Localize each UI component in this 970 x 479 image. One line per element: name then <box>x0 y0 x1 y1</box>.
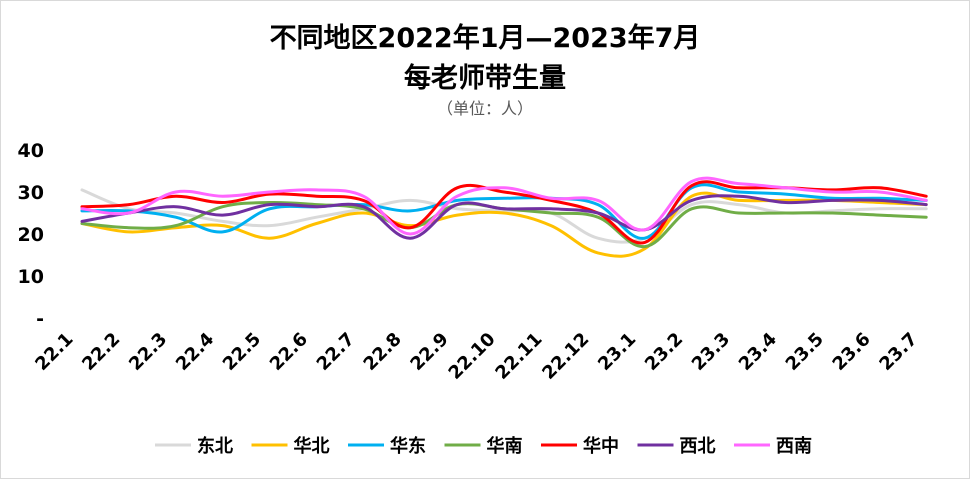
x-tick-label: 23.3 <box>688 329 734 375</box>
x-tick-label: 23.5 <box>782 329 828 375</box>
x-tick-label: 23.4 <box>735 329 781 375</box>
y-tick-label: 30 <box>18 182 44 204</box>
x-tick-label: 22.10 <box>445 329 500 384</box>
x-tick-label: 22.6 <box>266 329 312 375</box>
x-tick-label: 22.4 <box>172 329 218 375</box>
x-tick-label: 22.12 <box>538 329 593 384</box>
y-tick-label: 40 <box>18 140 44 162</box>
y-tick-label: 20 <box>18 224 44 246</box>
chart-title: 不同地区2022年1月—2023年7月 <box>269 23 701 54</box>
x-tick-label: 23.1 <box>594 329 640 375</box>
legend-label-6: 西南 <box>776 435 812 457</box>
chart-title-line2: 每老师带生量 <box>404 63 566 94</box>
legend-label-2: 华东 <box>390 435 426 457</box>
legend-label-0: 东北 <box>197 435 233 457</box>
legend-label-1: 华北 <box>294 435 330 457</box>
x-tick-label: 22.11 <box>491 329 546 384</box>
series-line-1 <box>80 191 928 258</box>
legend-label-5: 西北 <box>680 436 716 457</box>
x-tick-label: 22.3 <box>125 329 171 375</box>
x-tick-label: 23.6 <box>829 329 875 375</box>
series-line-5 <box>80 194 928 240</box>
x-tick-label: 22.7 <box>313 329 359 375</box>
legend-label-4: 华中 <box>583 435 619 457</box>
x-tick-label: 23.7 <box>875 329 921 375</box>
y-tick-label: 10 <box>18 266 44 288</box>
y-tick-label: - <box>36 308 44 330</box>
x-tick-label: 22.2 <box>78 329 124 375</box>
series-line-2 <box>80 183 928 240</box>
series-line-6 <box>80 176 928 236</box>
x-tick-label: 22.8 <box>360 329 406 375</box>
x-tick-label: 23.2 <box>641 329 687 375</box>
x-tick-label: 22.1 <box>31 329 77 375</box>
chart-subtitle: （单位：人） <box>436 99 533 118</box>
x-tick-label: 22.5 <box>219 329 265 375</box>
legend-label-3: 华南 <box>487 435 523 457</box>
